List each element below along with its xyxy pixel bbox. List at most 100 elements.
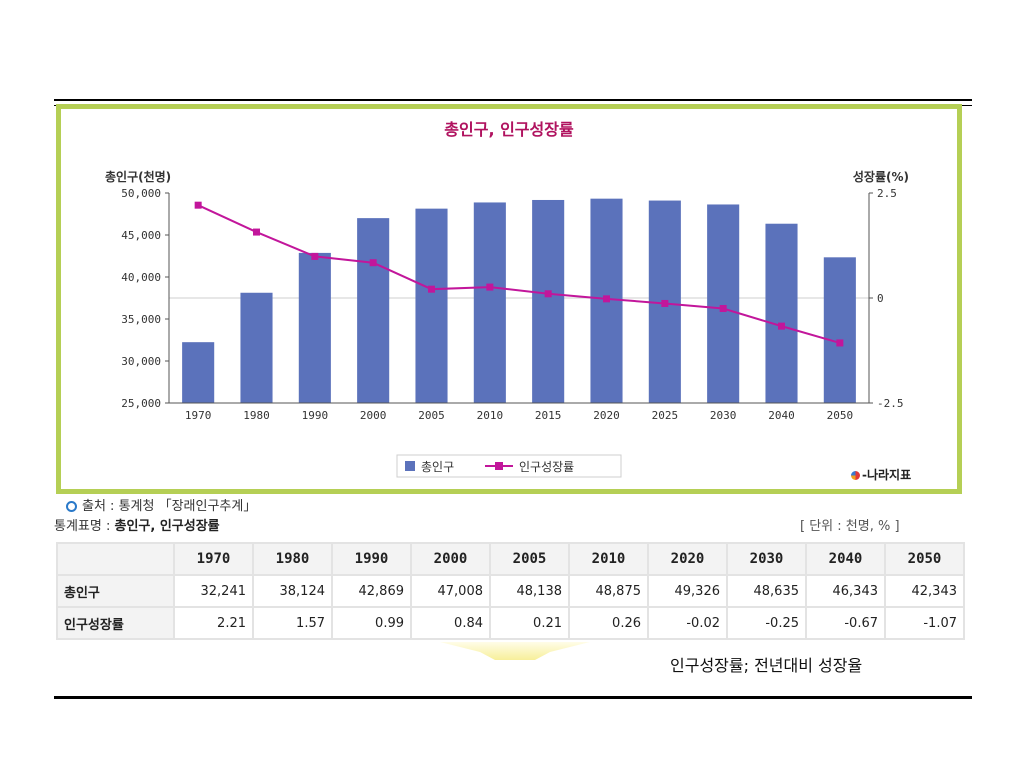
x-tick-label: 1980 (243, 409, 270, 422)
y-tick-right-label: 2.5 (877, 187, 897, 200)
growth-line (197, 204, 841, 344)
bar (473, 202, 506, 403)
x-tick-label: 2050 (827, 409, 854, 422)
growth-point (719, 305, 727, 312)
bar (532, 199, 565, 403)
table-header: 2030 (726, 542, 807, 576)
growth-point (661, 299, 669, 307)
x-tick-label: 2025 (652, 409, 679, 422)
table-cell: 0.84 (410, 606, 491, 640)
bar (240, 292, 273, 403)
table-cell: -0.02 (647, 606, 728, 640)
x-tick-label: 2040 (768, 409, 795, 422)
table-cell: 48,875 (568, 574, 649, 608)
table-cell: -0.25 (726, 606, 807, 640)
legend-label-bar: 총인구 (421, 460, 454, 474)
growth-point (428, 285, 435, 293)
down-arrow-shape (440, 642, 590, 660)
table-header: 1980 (252, 542, 333, 576)
table-header-row: 1970 1980 1990 2000 2005 2010 2020 2030 … (56, 542, 965, 576)
table-header: 2005 (489, 542, 570, 576)
table-header: 2040 (805, 542, 886, 576)
table-cell: 48,635 (726, 574, 807, 608)
y-tick-left-label: 30,000 (121, 355, 161, 368)
x-tick-label: 1970 (185, 409, 212, 422)
table-cell: 32,241 (173, 574, 254, 608)
table-cell: 0.99 (331, 606, 412, 640)
table-cell: 1.57 (252, 606, 333, 640)
y-tick-left-label: 40,000 (121, 271, 161, 284)
legend-swatch-marker (495, 462, 503, 470)
growth-point (253, 228, 260, 236)
bar (357, 218, 390, 403)
bar (823, 257, 856, 403)
table-header: 2020 (647, 542, 728, 576)
table-cell: 49,326 (647, 574, 728, 608)
x-tick-label: 2030 (710, 409, 737, 422)
x-tick-label: 2000 (360, 409, 387, 422)
growth-point (369, 259, 377, 267)
bar (298, 252, 331, 403)
table-header: 1990 (331, 542, 412, 576)
table-cell: 42,869 (331, 574, 412, 608)
table-header: 2050 (884, 542, 965, 576)
table-cell: 42,343 (884, 574, 965, 608)
bar (765, 223, 798, 403)
x-tick-label: 2020 (593, 409, 620, 422)
source-text: 출처 : 통계청 「장래인구추계」 (82, 499, 257, 514)
legend-swatch-bar (405, 461, 415, 471)
table-cell: 0.26 (568, 606, 649, 640)
table-cell: 38,124 (252, 574, 333, 608)
legend-label-line: 인구성장률 (519, 460, 574, 474)
stat-name: 통계표명 : 총인구, 인구성장률 (54, 515, 220, 534)
growth-point (194, 201, 202, 209)
data-table: 1970 1980 1990 2000 2005 2010 2020 2030 … (56, 542, 965, 640)
nara-logo-text: -나라지표 (862, 468, 912, 482)
x-tick-label: 2005 (418, 409, 445, 422)
bar (415, 208, 448, 403)
nara-logo: -나라지표 (851, 466, 911, 483)
table-cell: -1.07 (884, 606, 965, 640)
growth-point (544, 290, 552, 298)
x-tick-label: 2010 (477, 409, 504, 422)
x-tick-label: 2015 (535, 409, 562, 422)
table-header: 2010 (568, 542, 649, 576)
growth-point (311, 252, 319, 260)
stat-name-prefix: 통계표명 : (54, 519, 115, 534)
table-cell: -0.67 (805, 606, 886, 640)
row-label: 총인구 (56, 574, 175, 608)
y-tick-left-label: 35,000 (121, 313, 161, 326)
y-tick-left-label: 25,000 (121, 397, 161, 410)
bottom-rule (54, 696, 972, 699)
table-header: 2000 (410, 542, 491, 576)
y-tick-left-label: 50,000 (121, 187, 161, 200)
stat-name-value: 총인구, 인구성장률 (114, 519, 220, 534)
y-axis-left-label: 총인구(천명) (105, 169, 171, 184)
growth-point (778, 322, 785, 330)
growth-point (603, 295, 610, 303)
table-row: 인구성장률 2.21 1.57 0.99 0.84 0.21 0.26 -0.0… (56, 606, 965, 640)
y-tick-left-label: 45,000 (121, 229, 161, 242)
unit-label: [ 단위 : 천명, % ] (800, 519, 900, 534)
table-cell: 48,138 (489, 574, 570, 608)
y-axis-right-label: 성장률(%) (853, 170, 909, 184)
nara-swirl-icon (851, 471, 860, 480)
y-tick-right-label: 0 (877, 292, 884, 305)
growth-point (836, 339, 844, 347)
source-line: 출처 : 통계청 「장래인구추계」 (66, 495, 256, 514)
table-row: 총인구 32,241 38,124 42,869 47,008 48,138 4… (56, 574, 965, 608)
chart-title: 총인구, 인구성장률 (444, 120, 574, 139)
note-text: 인구성장률; 전년대비 성장율 (670, 656, 863, 675)
x-tick-label: 1990 (302, 409, 329, 422)
bullet-icon (66, 501, 77, 512)
y-tick-right-label: -2.5 (877, 397, 904, 410)
table-header: 1970 (173, 542, 254, 576)
bar (707, 204, 740, 403)
growth-point (486, 283, 494, 291)
row-label: 인구성장률 (56, 606, 175, 640)
bar (182, 342, 215, 403)
table-cell: 47,008 (410, 574, 491, 608)
table-cell: 46,343 (805, 574, 886, 608)
